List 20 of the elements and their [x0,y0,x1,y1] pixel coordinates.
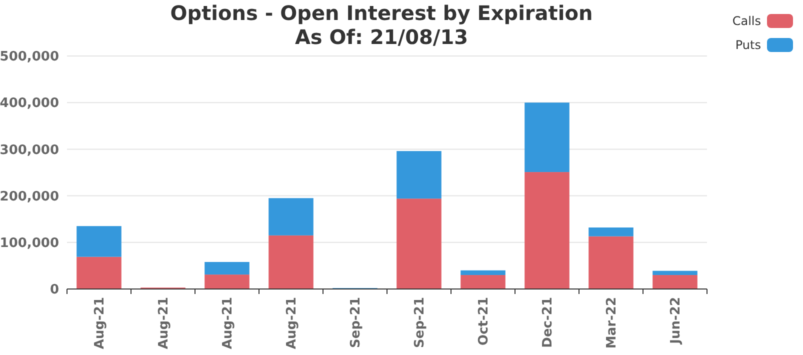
y-tick-label: 300,000 [0,142,59,158]
chart-title: Options - Open Interest by Expiration [170,1,593,25]
x-tick-label: Sep-21 [348,297,364,348]
x-tick-label: Aug-21 [284,297,300,350]
chart-subtitle: As Of: 21/08/13 [294,25,468,49]
x-tick-label: Jun-22 [668,297,684,345]
x-tick-label: Sep-21 [412,297,428,348]
y-tick-label: 500,000 [0,50,59,65]
y-tick-label: 400,000 [0,96,59,112]
x-tick-label: Oct-21 [476,297,492,346]
x-tick-label: Aug-21 [220,297,236,350]
x-tick-label: Aug-21 [92,297,108,350]
x-tick-label: Dec-21 [540,297,556,348]
x-tick-label: Aug-21 [156,297,172,350]
y-tick-label: 100,000 [0,236,59,251]
legend-label: Calls [732,14,761,28]
x-tick-label: Mar-22 [604,297,620,349]
y-tick-label: 200,000 [0,189,59,204]
y-tick-label: 0 [50,282,59,298]
legend-label: Puts [735,38,761,52]
